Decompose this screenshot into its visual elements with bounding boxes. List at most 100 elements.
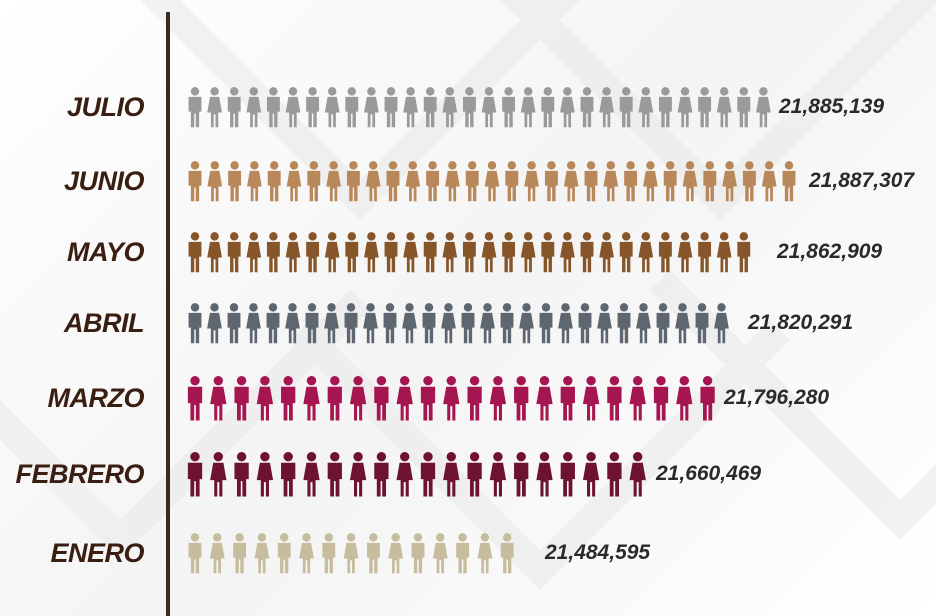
person-icon: [619, 232, 633, 273]
person-icon: [700, 375, 715, 421]
person-icon: [306, 87, 320, 128]
person-icon: [188, 87, 202, 128]
person-icon: [228, 161, 242, 202]
person-icon: [324, 303, 339, 344]
person-icon: [207, 232, 222, 273]
person-icon: [346, 161, 360, 202]
person-icon: [266, 303, 280, 344]
person-icon: [560, 232, 575, 273]
person-icon: [303, 451, 320, 497]
person-icon: [677, 87, 693, 128]
person-icon: [246, 87, 262, 128]
bar-julio: [188, 87, 771, 128]
person-icon: [467, 451, 482, 497]
person-icon: [465, 161, 479, 202]
person-icon: [234, 451, 249, 497]
person-icon: [443, 375, 460, 421]
person-icon: [629, 375, 646, 421]
person-icon: [514, 451, 529, 497]
person-icon: [364, 232, 379, 273]
person-icon: [502, 87, 516, 128]
person-icon: [299, 533, 314, 574]
person-icon: [489, 451, 507, 497]
category-label-mayo: MAYO: [67, 237, 145, 267]
person-icon: [756, 87, 771, 128]
person-icon: [582, 451, 600, 497]
person-icon: [742, 161, 756, 202]
person-icon: [658, 87, 672, 128]
person-icon: [388, 533, 404, 574]
person-icon: [266, 87, 280, 128]
bar-enero: [188, 533, 514, 574]
person-icon: [558, 303, 573, 344]
person-icon: [285, 303, 300, 344]
person-icon: [207, 161, 223, 202]
person-icon: [607, 375, 622, 421]
person-icon: [306, 232, 320, 273]
person-icon: [423, 232, 437, 273]
person-icon: [423, 87, 437, 128]
person-icon: [327, 375, 342, 421]
category-label-marzo: MARZO: [47, 383, 145, 413]
value-label-junio: 21,887,307: [809, 169, 915, 192]
person-icon: [481, 87, 497, 128]
person-icon: [599, 232, 614, 273]
person-icon: [675, 303, 690, 344]
person-icon: [677, 232, 693, 273]
person-icon: [716, 232, 732, 273]
person-icon: [227, 87, 241, 128]
person-icon: [405, 161, 421, 202]
category-label-febrero: FEBRERO: [15, 459, 144, 489]
person-icon: [384, 87, 398, 128]
person-icon: [210, 375, 227, 421]
person-icon: [519, 303, 534, 344]
person-icon: [281, 375, 296, 421]
person-icon: [580, 87, 594, 128]
person-icon: [445, 161, 460, 202]
person-icon: [484, 161, 500, 202]
person-icon: [384, 232, 398, 273]
person-icon: [580, 232, 594, 273]
person-icon: [256, 375, 274, 421]
person-icon: [420, 375, 436, 421]
person-icon: [402, 303, 417, 344]
person-icon: [441, 303, 456, 344]
person-icon: [403, 232, 418, 273]
person-icon: [209, 533, 225, 574]
person-icon: [247, 161, 262, 202]
person-icon: [285, 232, 301, 273]
person-icon: [256, 451, 274, 497]
person-icon: [343, 533, 359, 574]
axis-line: [166, 12, 170, 616]
person-icon: [266, 232, 280, 273]
person-icon: [443, 451, 460, 497]
person-icon: [188, 161, 202, 202]
value-label-abril: 21,820,291: [748, 311, 854, 334]
person-icon: [619, 87, 633, 128]
person-icon: [305, 303, 319, 344]
person-icon: [374, 451, 389, 497]
person-icon: [227, 232, 241, 273]
person-icon: [560, 375, 575, 421]
person-icon: [477, 533, 493, 574]
person-icon: [324, 87, 340, 128]
person-icon: [698, 87, 712, 128]
person-icon: [467, 375, 482, 421]
person-icon: [322, 533, 336, 574]
person-icon: [207, 87, 222, 128]
person-icon: [432, 533, 448, 574]
person-icon: [207, 303, 222, 344]
person-icon: [663, 161, 677, 202]
person-icon: [396, 451, 413, 497]
person-icon: [286, 161, 302, 202]
person-icon: [210, 451, 227, 497]
person-icon: [462, 87, 476, 128]
person-icon: [560, 451, 575, 497]
person-icon: [578, 303, 592, 344]
person-icon: [349, 451, 367, 497]
person-icon: [722, 161, 737, 202]
person-icon: [544, 161, 558, 202]
person-icon: [277, 533, 291, 574]
person-icon: [422, 303, 436, 344]
bar-febrero: [187, 451, 646, 497]
